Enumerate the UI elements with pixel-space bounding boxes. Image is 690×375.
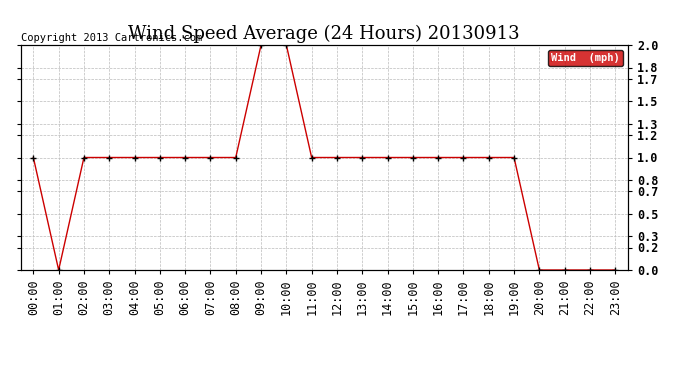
Text: Copyright 2013 Cartronics.com: Copyright 2013 Cartronics.com (21, 33, 202, 43)
Title: Wind Speed Average (24 Hours) 20130913: Wind Speed Average (24 Hours) 20130913 (128, 25, 520, 44)
Legend: Wind  (mph): Wind (mph) (548, 50, 622, 66)
